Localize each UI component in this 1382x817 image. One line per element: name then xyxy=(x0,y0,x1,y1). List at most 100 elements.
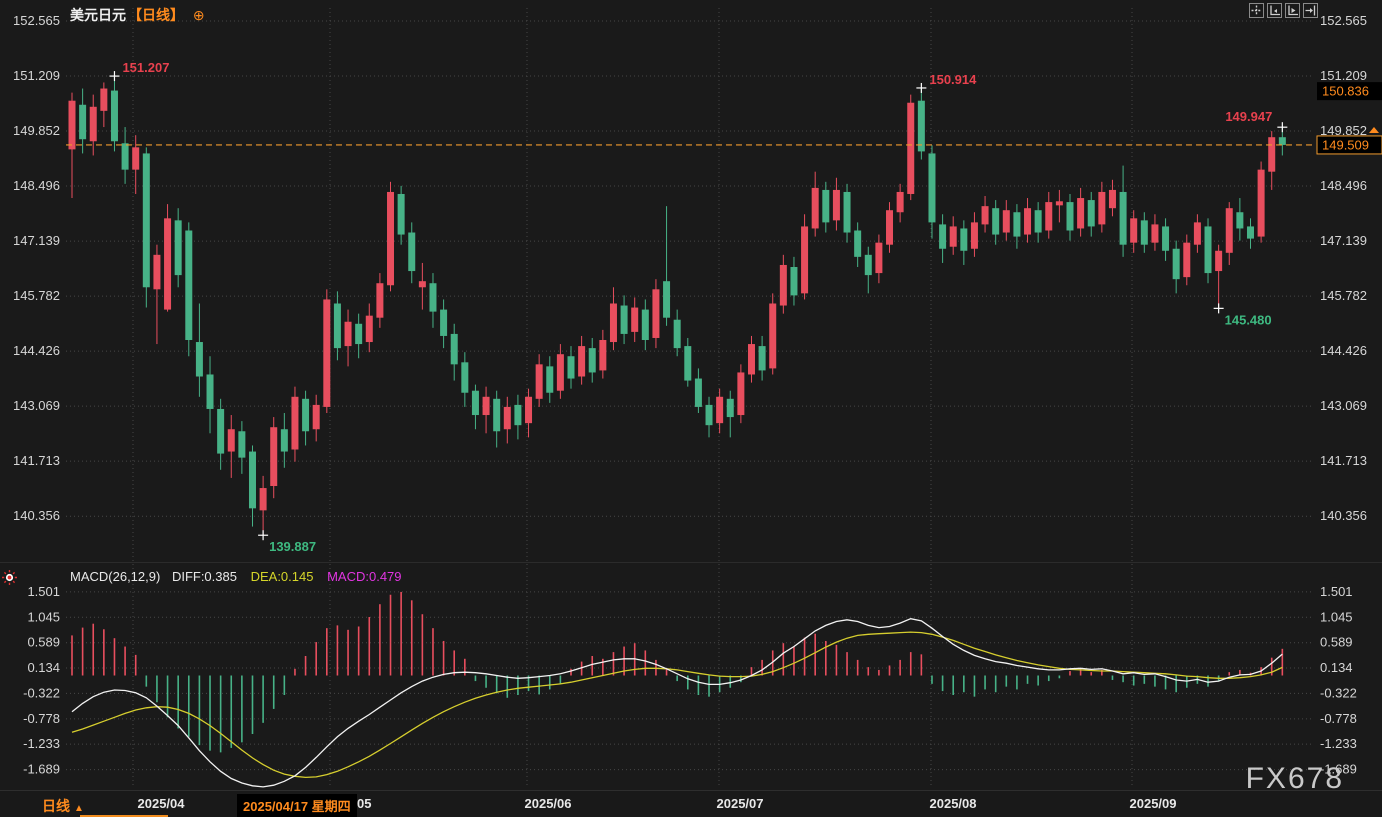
macd-histogram-bar xyxy=(432,628,434,676)
candle-body xyxy=(546,366,554,393)
candle-body xyxy=(896,191,904,213)
candle-body xyxy=(1130,218,1138,243)
time-axis-label: 2025/06 xyxy=(524,796,572,811)
price-axis-label: 149.852 xyxy=(13,123,60,138)
time-axis-label: 2025/08 xyxy=(929,796,977,811)
candle-body xyxy=(217,408,225,454)
macd-histogram-bar xyxy=(294,668,296,676)
macd-histogram-bar xyxy=(1101,669,1103,676)
macd-histogram-bar xyxy=(198,675,201,746)
price-axis-label: 148.496 xyxy=(13,178,60,193)
candle-body xyxy=(164,218,172,310)
macd-histogram-bar xyxy=(272,675,275,709)
macd-histogram-bar xyxy=(506,675,509,698)
candle-body xyxy=(1108,189,1116,209)
candle-body xyxy=(1193,222,1201,245)
timeframe-tag: 【日线】 xyxy=(128,7,184,23)
macd-histogram-bar xyxy=(442,640,445,676)
macd-histogram-bar xyxy=(389,594,392,676)
candle-body xyxy=(142,153,150,288)
macd-axis-label: 1.045 xyxy=(1320,609,1353,624)
macd-histogram-bar xyxy=(803,637,806,676)
time-axis-label: 2025/07 xyxy=(716,796,764,811)
candle-body xyxy=(89,106,97,142)
axis-play-button[interactable] xyxy=(1285,3,1300,18)
price-level-box xyxy=(1317,82,1382,101)
macd-histogram-bar xyxy=(676,675,678,682)
go-to-latest-button[interactable] xyxy=(1303,3,1318,18)
high-price-label: 149.947 xyxy=(1225,109,1272,124)
macd-histogram-bar xyxy=(559,675,562,684)
macd-histogram-bar xyxy=(761,659,763,676)
macd-histogram-bar xyxy=(251,675,254,734)
candle-body xyxy=(960,228,968,251)
macd-histogram-bar xyxy=(856,659,859,676)
macd-histogram-bar xyxy=(166,675,169,718)
add-indicator-icon[interactable]: ⊕ xyxy=(192,7,205,23)
candle-body xyxy=(970,222,978,249)
macd-histogram-bar xyxy=(410,600,413,676)
candle-body xyxy=(408,232,416,272)
candle-body xyxy=(1215,250,1223,272)
macd-histogram-bar xyxy=(81,627,84,676)
price-axis-label: 143.069 xyxy=(1320,398,1367,413)
macd-histogram-bar xyxy=(400,591,402,676)
axis-play-icon xyxy=(1288,5,1298,16)
macd-histogram-bar xyxy=(495,675,498,694)
candle-body xyxy=(1045,202,1053,231)
macd-histogram-bar xyxy=(1143,675,1146,684)
macd-axis-label: -1.233 xyxy=(23,736,60,751)
candle-body xyxy=(1225,208,1233,253)
pan-mode-button[interactable] xyxy=(1249,3,1264,18)
macd-histogram-bar xyxy=(1122,675,1124,683)
candle-body xyxy=(312,404,320,430)
time-axis[interactable]: 2025/04 2025/05 2025/06 2025/07 2025/08 … xyxy=(0,790,1382,817)
macd-histogram-bar xyxy=(580,661,583,676)
candle-body xyxy=(928,153,936,223)
pan-icon xyxy=(1251,5,1262,16)
candle-body xyxy=(1268,137,1276,172)
candle-body xyxy=(418,281,426,288)
macd-histogram-bar xyxy=(262,675,264,723)
candle-body xyxy=(376,283,384,318)
price-axis-label: 151.209 xyxy=(1320,68,1367,83)
macd-diff-value: DIFF:0.385 xyxy=(171,569,237,584)
macd-histogram-bar xyxy=(1005,675,1008,687)
candle-body xyxy=(779,264,787,306)
candle-body xyxy=(365,315,373,343)
macd-histogram-bar xyxy=(113,638,116,676)
candle-body xyxy=(471,390,479,416)
macd-axis-label: 0.134 xyxy=(1320,660,1353,675)
macd-histogram-bar xyxy=(517,675,519,695)
candle-body xyxy=(429,283,437,312)
price-axis-label: 152.565 xyxy=(1320,13,1367,28)
macd-histogram-bar xyxy=(570,668,572,676)
macd-axis-label: -1.233 xyxy=(1320,736,1357,751)
candle-body xyxy=(1055,201,1063,206)
macd-histogram-bar xyxy=(591,656,594,676)
macd-histogram-bar xyxy=(984,675,986,690)
candle-body xyxy=(1098,191,1106,225)
candle-body xyxy=(280,429,288,452)
candle-body xyxy=(259,488,267,511)
candle-body xyxy=(758,346,766,371)
macd-histogram-bar xyxy=(1164,675,1167,690)
candle-body xyxy=(323,299,331,407)
macd-histogram-bar xyxy=(793,646,795,676)
candle-body xyxy=(801,226,809,294)
candle-body xyxy=(631,307,639,332)
macd-histogram-bar xyxy=(612,652,615,676)
price-axis-label: 144.426 xyxy=(1320,343,1367,358)
timeframe-selector[interactable]: 日线 ▲ xyxy=(42,796,84,816)
macd-axis-label: -0.322 xyxy=(1320,685,1357,700)
candle-body xyxy=(886,210,894,245)
macd-histogram-bar xyxy=(750,667,753,676)
candle-body xyxy=(227,429,235,452)
macd-histogram-bar xyxy=(623,646,625,676)
macd-histogram-bar xyxy=(729,675,732,688)
macd-histogram-bar xyxy=(326,628,328,676)
candle-body xyxy=(238,431,246,458)
axis-scale-button[interactable] xyxy=(1267,3,1282,18)
pane-divider xyxy=(0,562,1382,563)
